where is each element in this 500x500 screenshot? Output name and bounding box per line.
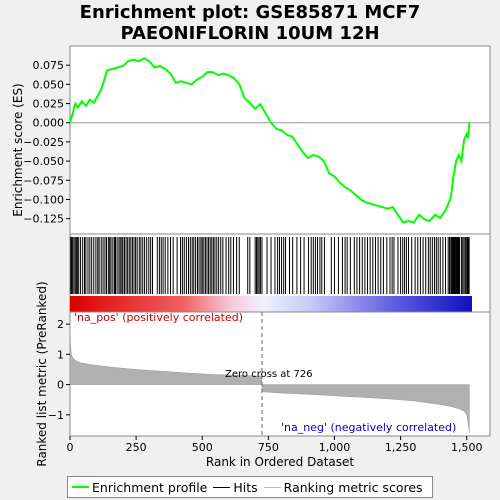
es-y-tick-label: 0.000 bbox=[33, 117, 65, 130]
metric-y-tick-label: 0 bbox=[57, 379, 64, 392]
x-tick-label: 750 bbox=[258, 441, 279, 454]
legend-label-hits: Hits bbox=[233, 479, 258, 495]
metric-y-tick-label: 2 bbox=[57, 318, 64, 331]
neg-corr-label: 'na_neg' (negatively correlated) bbox=[281, 421, 456, 434]
legend-item-hits: Hits bbox=[213, 479, 258, 495]
x-tick-label: 1,500 bbox=[451, 441, 483, 454]
legend-item-metric: Ranking metric scores bbox=[263, 479, 423, 495]
es-y-tick-label: −0.125 bbox=[23, 213, 64, 226]
metric-y-tick-label: 1 bbox=[57, 348, 64, 361]
es-y-tick-label: 0.050 bbox=[33, 78, 65, 91]
es-y-tick-label: −0.050 bbox=[23, 155, 64, 168]
legend-swatch-metric bbox=[263, 486, 281, 488]
x-tick-label: 500 bbox=[192, 441, 213, 454]
rank-color-bar bbox=[70, 296, 472, 312]
es-y-tick-label: −0.025 bbox=[23, 136, 64, 149]
x-tick-label: 250 bbox=[126, 441, 147, 454]
metric-y-axis: −1 0 1 2 bbox=[48, 318, 70, 422]
x-tick-label: 1,000 bbox=[319, 441, 351, 454]
x-tick-label: 1,250 bbox=[385, 441, 417, 454]
x-tick-label: 0 bbox=[67, 441, 74, 454]
zero-cross-label: Zero cross at 726 bbox=[225, 369, 313, 380]
es-panel bbox=[69, 45, 491, 235]
legend-label-enrichment: Enrichment profile bbox=[92, 479, 208, 495]
ranking-metric-area bbox=[69, 321, 470, 434]
title-line-1: Enrichment plot: GSE85871 MCF7 bbox=[79, 2, 421, 23]
x-axis-label: Rank in Ordered Dataset bbox=[206, 455, 354, 469]
legend-swatch-enrichment bbox=[72, 486, 89, 488]
metric-y-tick-label: −1 bbox=[48, 409, 64, 422]
legend: Enrichment profile Hits Ranking metric s… bbox=[67, 476, 433, 498]
es-y-tick-label: −0.100 bbox=[23, 193, 64, 206]
metric-y-label: Ranked list metric (PreRanked) bbox=[35, 281, 49, 466]
legend-item-enrichment: Enrichment profile bbox=[72, 480, 207, 495]
es-profile-line bbox=[69, 57, 471, 224]
hit-marks bbox=[70, 237, 470, 294]
es-y-label: Enrichment score (ES) bbox=[11, 83, 25, 216]
metric-x-axis: 0 250 500 750 1,000 1,250 1,500 bbox=[67, 436, 483, 454]
es-y-tick-label: −0.075 bbox=[23, 174, 64, 187]
es-y-tick-label: 0.025 bbox=[33, 98, 65, 111]
title-line-2: PAEONIFLORIN 10UM 12H bbox=[120, 23, 380, 44]
legend-label-metric: Ranking metric scores bbox=[283, 479, 423, 495]
es-y-tick-label: 0.075 bbox=[33, 59, 65, 72]
es-y-axis: −0.125 −0.100 −0.075 −0.050 −0.025 0.000 0.025… bbox=[23, 59, 70, 226]
legend-swatch-hits bbox=[213, 486, 231, 488]
pos-corr-label: 'na_pos' (positively correlated) bbox=[74, 311, 243, 324]
chart-title: Enrichment plot: GSE85871 MCF7 PAEONIFLO… bbox=[0, 2, 500, 44]
